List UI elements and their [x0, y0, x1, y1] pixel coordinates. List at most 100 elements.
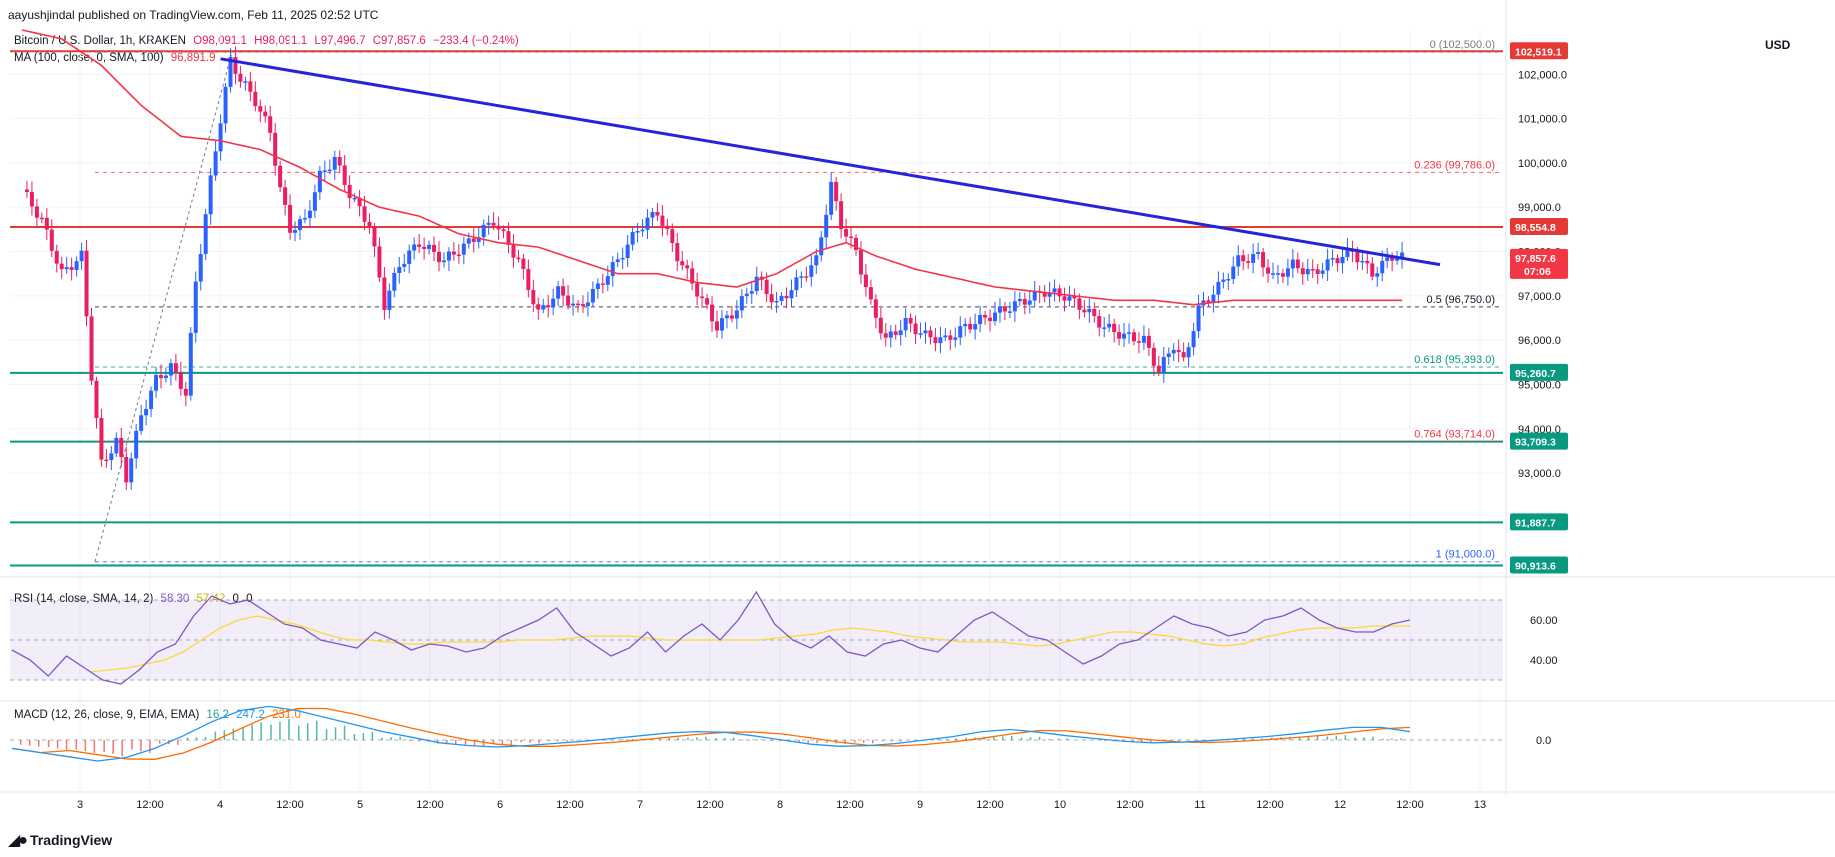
- candle-body: [322, 170, 327, 172]
- time-tick-label: 6: [497, 799, 503, 811]
- macd-hist-bar: [298, 725, 300, 740]
- tradingview-logo[interactable]: ◢● TradingView: [8, 830, 112, 850]
- candle-body: [1146, 335, 1151, 348]
- macd-hist-bar: [260, 722, 262, 740]
- candle-body: [298, 219, 302, 231]
- candle-body: [849, 236, 854, 239]
- macd-hist-bar: [1233, 739, 1235, 740]
- time-tick-label: 12:00: [136, 799, 164, 811]
- candle-body: [1196, 305, 1201, 332]
- macd-hist-bar: [399, 736, 401, 740]
- ohlc-change: −233.4 (−0.24%): [433, 35, 519, 47]
- macd-hist-bar: [854, 740, 856, 743]
- candle-body: [154, 375, 159, 391]
- time-tick-label: 12:00: [416, 799, 444, 811]
- candle-body: [124, 456, 129, 483]
- candle-body: [446, 251, 451, 261]
- trend-line: [220, 57, 1441, 267]
- candle-body: [119, 437, 124, 457]
- candle-body: [481, 224, 486, 238]
- candle-body: [149, 390, 154, 409]
- candle-body: [168, 363, 173, 376]
- candle-body: [422, 246, 427, 249]
- candle-body: [178, 372, 183, 389]
- candle-body: [898, 330, 903, 335]
- candle-body: [248, 81, 253, 92]
- candle-body: [1092, 308, 1097, 317]
- time-tick-label: 12:00: [556, 799, 584, 811]
- candle-body: [1231, 266, 1236, 280]
- macd-hist-bar: [1066, 738, 1069, 740]
- fib-label: 0.5 (96,750.0): [1427, 294, 1496, 306]
- macd-label: MACD (12, 26, close, 9, EMA, EMA): [14, 709, 200, 721]
- price-tick-label: 95,000.0: [1518, 379, 1561, 391]
- candle-body: [620, 257, 625, 260]
- candle-body: [685, 265, 690, 269]
- macd-hist-bar: [576, 740, 578, 741]
- macd-hist-bar: [1150, 740, 1152, 743]
- time-tick-label: 12:00: [1256, 799, 1284, 811]
- candle-body: [580, 304, 585, 306]
- candle-body: [779, 295, 784, 301]
- candle-body: [749, 291, 754, 294]
- candle-body: [590, 289, 595, 303]
- candle-body: [561, 286, 566, 296]
- candle-body: [715, 321, 719, 331]
- candle-body: [1082, 309, 1087, 313]
- macd-hist-bar: [1002, 736, 1004, 740]
- candle-body: [1022, 298, 1027, 305]
- macd-hist-bar: [1243, 738, 1245, 740]
- candle-body: [501, 229, 506, 232]
- candle-body: [59, 263, 64, 270]
- candle-body: [159, 375, 163, 379]
- candle-body: [1261, 252, 1266, 268]
- candle-body: [724, 315, 729, 319]
- candle-body: [595, 283, 600, 290]
- macd-hist-bar: [715, 738, 717, 740]
- candle-body: [1375, 273, 1380, 277]
- ma-100-path: [21, 29, 1403, 306]
- last-price-label: 97,857.6: [1515, 253, 1556, 265]
- macd-hist-bar: [1048, 738, 1051, 740]
- candle-body: [1251, 253, 1256, 263]
- horizontal-levels: [10, 50, 1503, 567]
- macd-hist-bar: [937, 738, 939, 740]
- macd-hist-bar: [1029, 737, 1032, 740]
- candle-body: [183, 388, 188, 396]
- candle-body: [288, 204, 293, 233]
- macd-hist-bar: [705, 736, 707, 740]
- currency-label[interactable]: USD: [1765, 38, 1791, 52]
- candle-body: [1330, 258, 1335, 260]
- candle-body: [610, 262, 615, 277]
- macd-hist-bar: [47, 740, 50, 748]
- candle-body: [496, 225, 501, 230]
- macd-hist-bar: [1335, 735, 1338, 740]
- macd-hist-bar: [204, 736, 207, 740]
- candle-body: [456, 254, 461, 257]
- time-tick-label: 12:00: [1116, 799, 1144, 811]
- candle-body: [923, 330, 928, 334]
- candle-body: [1360, 260, 1365, 263]
- macd-hist-bar: [659, 738, 661, 740]
- candle-body: [635, 231, 640, 233]
- candle-body: [804, 276, 809, 278]
- candle-body: [392, 272, 397, 291]
- candle-body: [1325, 259, 1330, 271]
- macd-hist-bar: [529, 740, 531, 743]
- macd-hist-bar: [1363, 737, 1365, 740]
- macd-legend: MACD (12, 26, close, 9, EMA, EMA) 16.2 2…: [14, 709, 301, 721]
- ma-legend: MA (100, close, 0, SMA, 100) 96,891.9: [14, 52, 216, 64]
- macd-line-path: [11, 705, 1411, 762]
- candle-body: [769, 294, 774, 303]
- candle-body: [228, 56, 233, 87]
- candle-body: [670, 229, 675, 244]
- candle-body: [1166, 353, 1171, 358]
- candle-body: [243, 81, 248, 83]
- macd-hist-bar: [140, 740, 142, 752]
- candle-body: [54, 250, 59, 264]
- macd-hist-bar: [343, 725, 346, 740]
- candle-body: [734, 310, 739, 319]
- macd-hist-bar: [20, 740, 22, 745]
- candle-body: [784, 295, 789, 299]
